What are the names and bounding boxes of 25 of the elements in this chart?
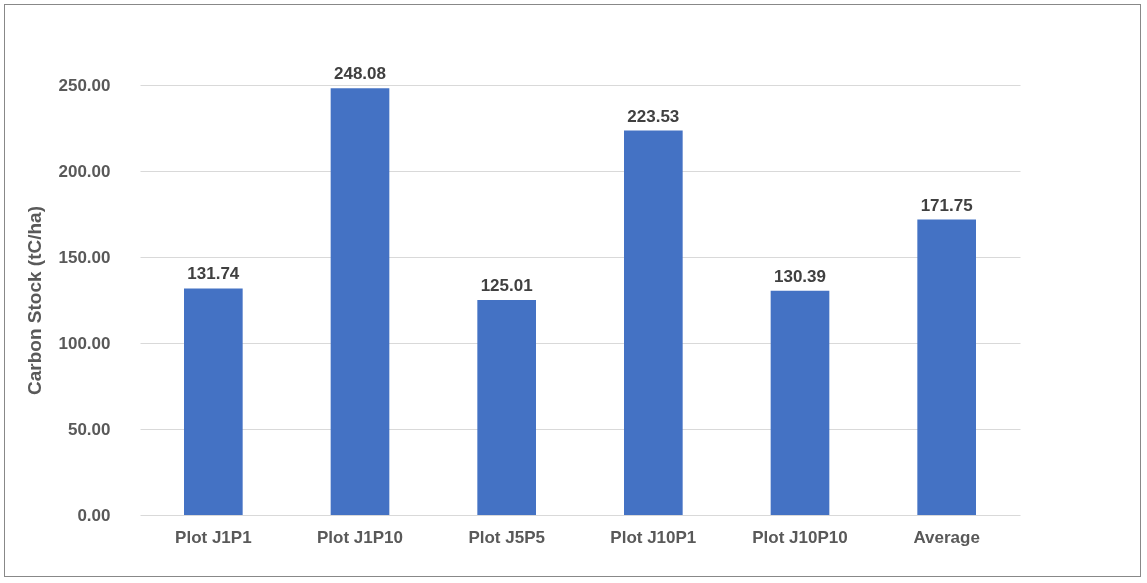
- bar: [477, 299, 536, 515]
- y-tick-label: 0.00: [77, 505, 111, 525]
- data-label: 130.39: [774, 266, 826, 286]
- data-label: 171.75: [920, 195, 973, 215]
- x-tick-label: Plot J5P5: [468, 527, 545, 547]
- bar: [330, 88, 390, 515]
- y-axis-title: Carbon Stock (tC/ha): [23, 206, 45, 395]
- x-tick-label: Plot J1P10: [317, 527, 403, 547]
- data-label: 223.53: [627, 106, 680, 126]
- y-tick-label: 150.00: [58, 247, 111, 267]
- x-tick-label: Plot J10P1: [610, 527, 697, 547]
- bar: [770, 290, 830, 515]
- y-tick-label: 50.00: [67, 419, 111, 439]
- x-tick-label: Average: [913, 527, 980, 547]
- bar: [184, 288, 243, 515]
- y-tick-label: 250.00: [58, 75, 111, 95]
- y-tick-label: 200.00: [58, 161, 111, 181]
- x-tick-label: Plot J1P1: [175, 527, 252, 547]
- y-tick-label: 100.00: [58, 333, 111, 353]
- bar: [624, 130, 683, 515]
- data-label: 131.74: [187, 264, 240, 284]
- data-label: 125.01: [480, 275, 533, 295]
- data-label: 248.08: [334, 64, 386, 84]
- bar: [917, 219, 976, 515]
- x-tick-label: Plot J10P10: [752, 527, 848, 547]
